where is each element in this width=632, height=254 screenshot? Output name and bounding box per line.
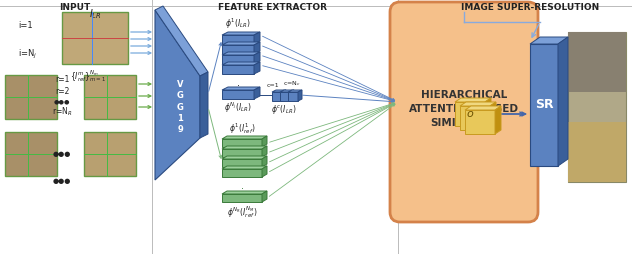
Polygon shape: [280, 92, 290, 101]
Polygon shape: [222, 194, 262, 202]
Polygon shape: [222, 139, 262, 147]
Polygon shape: [262, 191, 267, 202]
Polygon shape: [222, 55, 254, 64]
Polygon shape: [222, 169, 262, 177]
Text: ●●●: ●●●: [53, 151, 71, 157]
Text: $\{I_{ref}^{m}\}_{m=1}^{N_m}$: $\{I_{ref}^{m}\}_{m=1}^{N_m}$: [70, 68, 106, 84]
Polygon shape: [222, 87, 260, 90]
Polygon shape: [222, 32, 260, 35]
Text: r=2: r=2: [55, 87, 69, 97]
FancyBboxPatch shape: [5, 132, 57, 176]
Polygon shape: [280, 90, 294, 92]
FancyBboxPatch shape: [5, 75, 57, 119]
Polygon shape: [465, 106, 501, 110]
Text: c=N$_c$: c=N$_c$: [283, 79, 301, 88]
Text: V
G
G
1
9: V G G 1 9: [176, 80, 183, 134]
Polygon shape: [222, 146, 267, 149]
Text: r=1: r=1: [55, 74, 69, 84]
Polygon shape: [568, 32, 626, 92]
Polygon shape: [222, 35, 254, 44]
Text: i=N$_j$: i=N$_j$: [18, 47, 37, 60]
Text: ●●●: ●●●: [54, 100, 70, 104]
Polygon shape: [558, 37, 568, 166]
Polygon shape: [288, 92, 298, 101]
Polygon shape: [222, 62, 260, 65]
Polygon shape: [455, 102, 485, 126]
Text: $o$: $o$: [466, 109, 474, 119]
Text: HIERARCHICAL
ATTENTION-BASED
SIMILARITY: HIERARCHICAL ATTENTION-BASED SIMILARITY: [409, 90, 519, 128]
Text: IMAGE SUPER-RESOLUTION: IMAGE SUPER-RESOLUTION: [461, 3, 599, 12]
Polygon shape: [530, 44, 558, 166]
Polygon shape: [222, 52, 260, 55]
Polygon shape: [222, 166, 267, 169]
Polygon shape: [222, 42, 260, 45]
Polygon shape: [222, 45, 254, 54]
Text: FEATURE EXTRACTOR: FEATURE EXTRACTOR: [217, 3, 327, 12]
Polygon shape: [455, 98, 491, 102]
FancyBboxPatch shape: [84, 132, 136, 176]
Text: c=1: c=1: [267, 83, 279, 88]
Text: $\phi^{N_R}(I_{ref}^{N_M})$: $\phi^{N_R}(I_{ref}^{N_M})$: [227, 204, 257, 220]
Polygon shape: [222, 156, 267, 159]
Text: r=N$_R$: r=N$_R$: [52, 106, 72, 118]
Text: ●●●: ●●●: [53, 178, 71, 184]
Polygon shape: [272, 92, 282, 101]
Polygon shape: [460, 106, 490, 130]
Polygon shape: [254, 52, 260, 64]
Polygon shape: [222, 149, 262, 157]
Polygon shape: [254, 62, 260, 74]
Polygon shape: [298, 90, 302, 101]
Text: $\phi^1(I_{LR})$: $\phi^1(I_{LR})$: [225, 17, 251, 31]
FancyBboxPatch shape: [568, 32, 626, 182]
Polygon shape: [262, 156, 267, 167]
Polygon shape: [155, 6, 208, 76]
Polygon shape: [155, 10, 200, 180]
Text: $\phi^1(I_{ref}^1)$: $\phi^1(I_{ref}^1)$: [229, 121, 255, 136]
Polygon shape: [254, 42, 260, 54]
FancyBboxPatch shape: [84, 75, 136, 119]
Polygon shape: [222, 159, 262, 167]
Polygon shape: [460, 102, 496, 106]
Text: $\phi^{N_j}(I_{LR})$: $\phi^{N_j}(I_{LR})$: [224, 101, 252, 115]
Text: $\phi^c(I_{LR})$: $\phi^c(I_{LR})$: [271, 103, 296, 116]
Polygon shape: [222, 191, 267, 194]
Polygon shape: [272, 90, 286, 92]
Text: i=1: i=1: [18, 22, 33, 30]
Polygon shape: [262, 166, 267, 177]
Polygon shape: [490, 102, 496, 130]
FancyBboxPatch shape: [390, 2, 538, 222]
Polygon shape: [254, 32, 260, 44]
Text: $I_{LR}$: $I_{LR}$: [88, 7, 101, 21]
Polygon shape: [495, 106, 501, 134]
FancyBboxPatch shape: [62, 12, 128, 64]
Text: ·
·: · ·: [241, 184, 243, 204]
Polygon shape: [254, 87, 260, 99]
Text: ·
·: · ·: [236, 81, 240, 101]
Polygon shape: [262, 146, 267, 157]
Text: INPUT: INPUT: [59, 3, 90, 12]
Polygon shape: [288, 90, 302, 92]
Polygon shape: [568, 122, 626, 182]
Polygon shape: [200, 72, 208, 138]
Polygon shape: [262, 136, 267, 147]
Polygon shape: [485, 98, 491, 126]
Polygon shape: [290, 90, 294, 101]
Text: SR: SR: [535, 99, 553, 112]
Polygon shape: [282, 90, 286, 101]
Polygon shape: [222, 65, 254, 74]
Polygon shape: [530, 37, 568, 44]
Polygon shape: [222, 136, 267, 139]
Polygon shape: [222, 90, 254, 99]
Polygon shape: [465, 110, 495, 134]
